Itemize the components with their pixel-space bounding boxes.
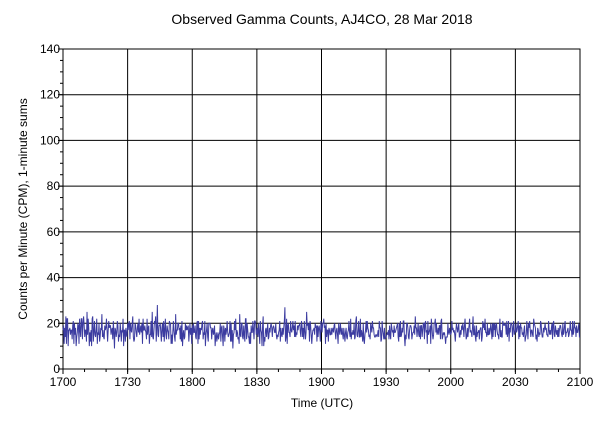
x-tick-label: 2030: [502, 375, 529, 389]
x-tick-label: 1730: [114, 375, 141, 389]
x-axis-label: Time (UTC): [291, 396, 353, 410]
series-line-gamma-counts: [62, 304, 580, 349]
y-tick-label: 20: [47, 316, 61, 330]
y-axis-label: Counts per Minute (CPM), 1-minute sums: [16, 98, 30, 319]
y-tick-label: 140: [40, 42, 60, 56]
y-tick-labels: 0 20 40 60 80 100 120 140: [40, 42, 60, 376]
minor-ticks: [58, 48, 581, 374]
x-tick-label: 1900: [308, 375, 335, 389]
chart-title: Observed Gamma Counts, AJ4CO, 28 Mar 201…: [171, 11, 472, 27]
y-tick-label: 40: [47, 271, 61, 285]
y-tick-label: 80: [47, 179, 61, 193]
y-tick-label: 120: [40, 88, 60, 102]
x-tick-label: 1930: [373, 375, 400, 389]
y-tick-label: 0: [53, 362, 60, 376]
x-tick-label: 2000: [437, 375, 464, 389]
y-tick-label: 60: [47, 225, 61, 239]
x-tick-labels: 1700 1730 1800 1830 1900 1930 2000 2030 2100: [50, 375, 594, 389]
y-tick-label: 100: [40, 133, 60, 147]
x-tick-label: 1700: [50, 375, 77, 389]
x-tick-label: 1830: [244, 375, 271, 389]
x-tick-label: 1800: [179, 375, 206, 389]
plot-frame: [62, 48, 581, 370]
grid-lines: [63, 49, 580, 369]
x-tick-label: 2100: [567, 375, 594, 389]
